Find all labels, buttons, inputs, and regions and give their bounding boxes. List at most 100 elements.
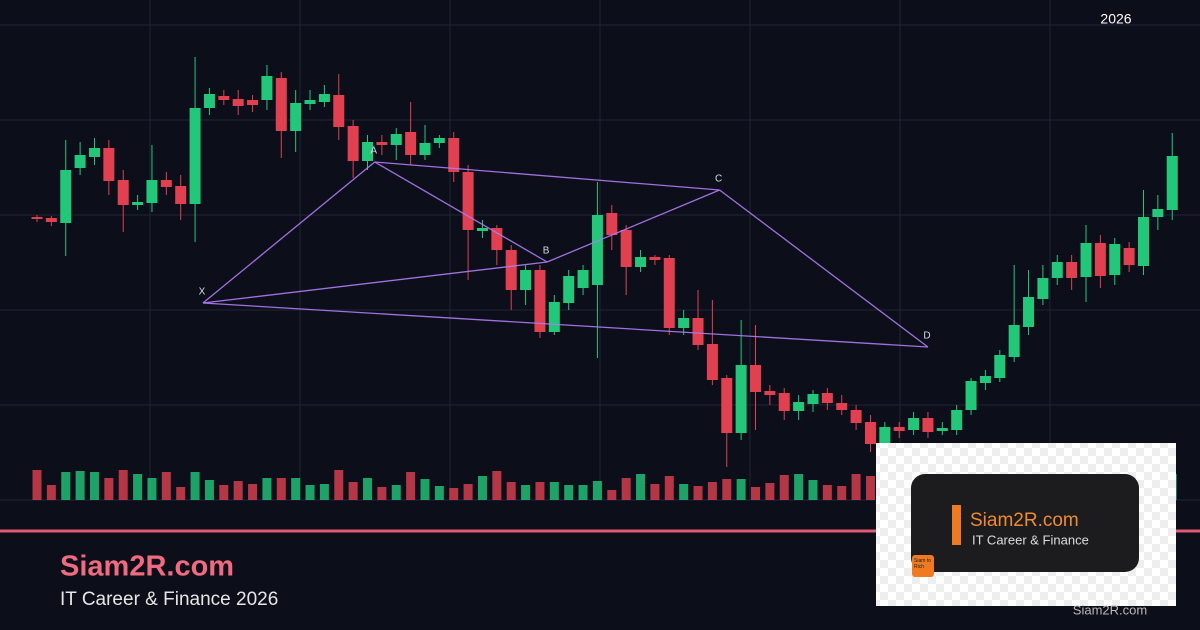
candle-body xyxy=(31,217,43,219)
candle-body xyxy=(505,250,517,290)
candle-body xyxy=(821,393,833,403)
candle-body xyxy=(979,376,991,383)
candle-body xyxy=(275,78,287,131)
candle-body xyxy=(1023,297,1035,327)
candle-body xyxy=(879,427,891,444)
candle-body xyxy=(721,378,733,433)
volume-bar xyxy=(276,478,286,500)
candle-body xyxy=(1137,217,1149,266)
volume-bar xyxy=(219,485,229,500)
card-subtitle: IT Career & Finance xyxy=(972,532,1089,547)
candle-body xyxy=(836,403,848,410)
candle-body xyxy=(606,213,618,235)
candle-body xyxy=(491,228,503,250)
pattern-line xyxy=(719,189,929,348)
candle-body xyxy=(951,410,963,430)
volume-bar xyxy=(176,487,186,500)
volume-bar xyxy=(822,485,832,500)
candle-body xyxy=(419,143,431,155)
volume-bar xyxy=(449,488,459,500)
pattern-label: D xyxy=(923,331,930,342)
volume-bar xyxy=(650,484,660,500)
volume-bar xyxy=(363,478,373,500)
candle-body xyxy=(117,180,129,205)
volume-bar xyxy=(147,478,157,500)
pattern-line xyxy=(374,161,548,263)
volume-bar xyxy=(607,490,617,500)
pattern-line xyxy=(202,161,376,304)
candle-body xyxy=(793,402,805,411)
volume-bar xyxy=(592,481,602,500)
candle-body xyxy=(893,427,905,431)
volume-bar xyxy=(248,484,258,500)
candle-layer xyxy=(31,57,1178,467)
volume-bar xyxy=(664,476,674,500)
volume-bar xyxy=(779,475,789,500)
volume-bar xyxy=(204,480,214,500)
candle-body xyxy=(189,108,201,204)
candle-body xyxy=(232,99,244,106)
candle-body xyxy=(175,186,187,204)
volume-bar xyxy=(391,485,401,500)
candle-body xyxy=(692,318,704,345)
candle-body xyxy=(304,100,316,104)
pattern-label: B xyxy=(543,246,550,257)
candle-body xyxy=(433,138,445,143)
candle-body xyxy=(764,391,776,395)
candle-body xyxy=(160,180,172,187)
candle-body xyxy=(45,218,57,222)
volume-bar xyxy=(837,486,847,500)
candle-body xyxy=(1037,278,1049,299)
volume-bar xyxy=(722,479,732,500)
pattern-line xyxy=(202,261,548,304)
candle-body xyxy=(750,365,761,392)
pattern-layer: X A B C D xyxy=(199,146,931,348)
candle-body xyxy=(649,257,661,260)
candle-body xyxy=(333,95,345,127)
brand: Siam2R.com xyxy=(60,551,234,583)
candle-body xyxy=(965,381,977,410)
candle-body xyxy=(936,428,948,431)
pattern-label: A xyxy=(370,146,377,157)
candle-body xyxy=(678,318,690,328)
candle-body xyxy=(203,94,215,108)
volume-bar xyxy=(564,485,574,500)
pattern-line xyxy=(374,161,720,191)
candle-body xyxy=(706,344,718,380)
volume-bar xyxy=(133,474,143,500)
volume-bar xyxy=(521,485,531,500)
candle-body xyxy=(390,134,402,145)
volume-bar xyxy=(463,484,473,500)
candle-body xyxy=(1080,243,1092,277)
candle-body xyxy=(318,94,330,102)
volume-bar xyxy=(46,485,56,500)
candle-body xyxy=(864,422,876,444)
volume-bar xyxy=(736,479,746,500)
pattern-line xyxy=(202,302,928,348)
volume-bar xyxy=(707,482,717,500)
candle-body xyxy=(448,138,460,172)
volume-bar xyxy=(506,482,516,500)
candle-body xyxy=(807,394,819,404)
candle-body xyxy=(347,126,359,161)
card xyxy=(911,474,1139,572)
candle-body xyxy=(146,180,158,203)
logo xyxy=(912,555,934,577)
candle-body xyxy=(60,170,72,223)
logo-text: Siam to Rich xyxy=(914,558,931,570)
candle-body xyxy=(247,100,259,105)
candle-body xyxy=(577,270,589,288)
volume-bar xyxy=(104,478,114,500)
candle-body xyxy=(534,270,546,332)
volume-bar xyxy=(305,485,315,500)
candle-body xyxy=(663,258,675,328)
volume-bar xyxy=(61,472,71,500)
volume-bar xyxy=(190,472,200,500)
volume-bar xyxy=(377,487,387,500)
candle-body xyxy=(635,257,647,267)
pattern-label: C xyxy=(715,174,722,185)
volume-bar xyxy=(865,476,875,500)
volume-bar xyxy=(621,478,631,500)
